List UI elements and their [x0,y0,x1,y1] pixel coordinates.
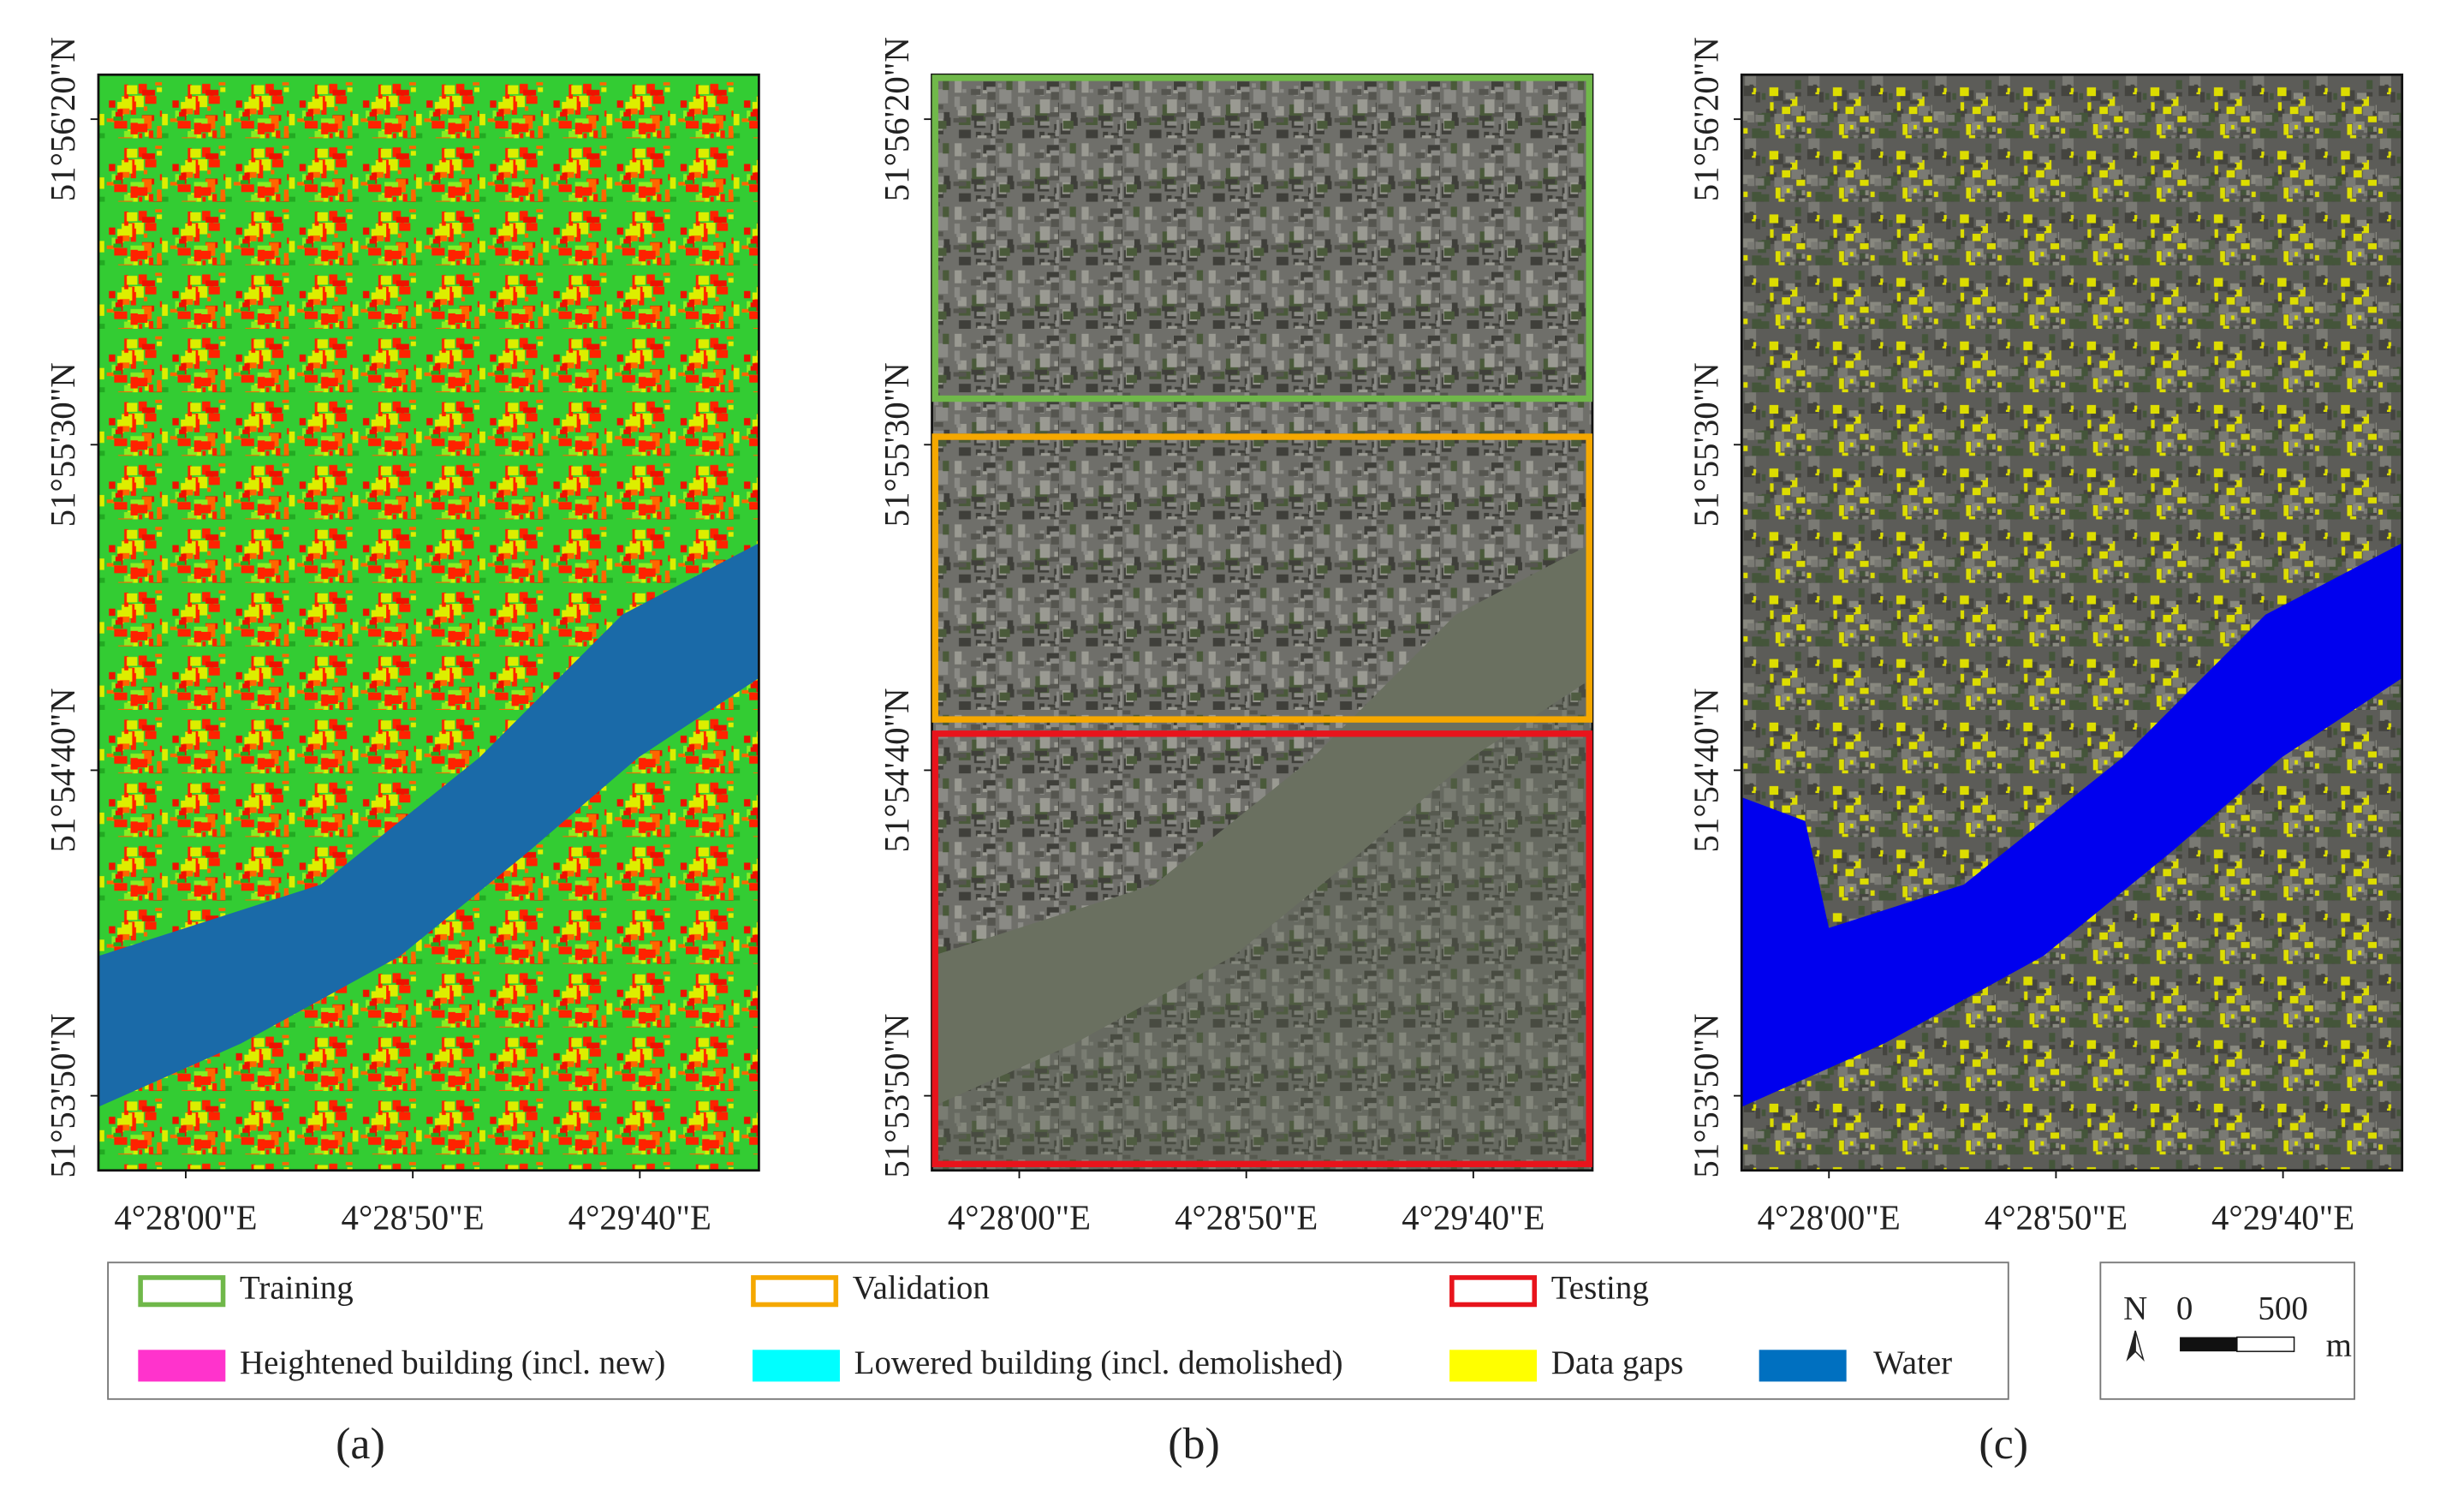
legend-label: Lowered building (incl. demolished) [854,1344,1343,1381]
legend-swatch [751,1275,839,1308]
maps: 51°56'20"N 51°55'30"N 51°54'40"N 51°53'50"N… [44,37,2404,1237]
y-tick-label: 51°54'40"N [44,688,82,852]
x-tick-label: 4°28'50"E [1175,1198,1318,1237]
y-tick-label: 51°55'30"N [44,362,82,527]
north-arrow [2126,1330,2136,1362]
north-arrow-half [2134,1330,2145,1362]
north-label: N [2123,1290,2147,1327]
scale-distance: 500 [2258,1290,2307,1327]
legend-box [107,1261,2009,1400]
legend-swatch [1449,1275,1538,1308]
legend-label: Water [1873,1344,1952,1381]
split-frame [931,433,1592,723]
map-frame [1740,73,2404,1172]
y-tick-label: 51°53'50"N [44,1014,82,1178]
legend-swatch [1759,1350,1847,1382]
x-tick-label: 4°28'50"E [1985,1198,2128,1237]
map-panel: 51°56'20"N 51°55'30"N 51°54'40"N 51°53'50"N… [1687,37,2404,1237]
scale-bar-white [2236,1336,2295,1352]
legend-swatch [752,1350,840,1382]
map-image [98,75,759,1171]
map-image [931,75,1592,1171]
legend-swatch [138,1275,226,1308]
scale-unit: m [2326,1326,2352,1363]
map-image [1741,75,2402,1171]
map-frame [97,73,760,1172]
x-tick-label: 4°28'00"E [948,1198,1091,1237]
x-tick-label: 4°29'40"E [2211,1198,2354,1237]
harbour [1741,796,1837,996]
legend-label: Training [240,1270,354,1307]
y-tick-label: 51°56'20"N [44,37,82,201]
x-tick-label: 4°28'50"E [342,1198,485,1237]
y-tick-label: 51°56'20"N [878,37,916,201]
x-tick-label: 4°29'40"E [1402,1198,1544,1237]
x-tick-label: 4°29'40"E [568,1198,711,1237]
legend-swatch [1449,1350,1538,1382]
y-tick-label: 51°53'50"N [1687,1014,1726,1178]
legend-swatch [138,1350,226,1382]
scale-bar-black [2180,1337,2237,1352]
river [1741,543,2402,1107]
split-frame [931,730,1592,1168]
panel-label: (a) [336,1420,385,1469]
split-frame [931,75,1592,402]
legend-label: Data gaps [1551,1344,1684,1381]
panel-label: (c) [1979,1420,2028,1469]
x-tick-label: 4°28'00"E [1758,1198,1901,1237]
panel-label: (b) [1168,1420,1220,1469]
river [98,543,759,1107]
legend-label: Heightened building (incl. new) [240,1344,665,1381]
legend-label: Testing [1551,1270,1649,1307]
scale-zero: 0 [2176,1290,2193,1327]
x-tick-label: 4°28'00"E [114,1198,257,1237]
legend-label: Validation [853,1270,990,1307]
y-tick-label: 51°53'50"N [878,1014,916,1178]
river-haze [931,677,1592,1171]
map-panel: 51°56'20"N 51°55'30"N 51°54'40"N 51°53'50"N… [878,37,1594,1237]
y-tick-label: 51°55'30"N [1687,362,1726,527]
y-tick-label: 51°54'40"N [1687,688,1726,852]
y-tick-label: 51°54'40"N [878,688,916,852]
y-tick-label: 51°55'30"N [878,362,916,527]
map-panel: 51°56'20"N 51°55'30"N 51°54'40"N 51°53'50"N… [44,37,760,1237]
river [931,543,1592,1107]
y-tick-label: 51°56'20"N [1687,37,1726,201]
scale-box [2099,1261,2355,1400]
